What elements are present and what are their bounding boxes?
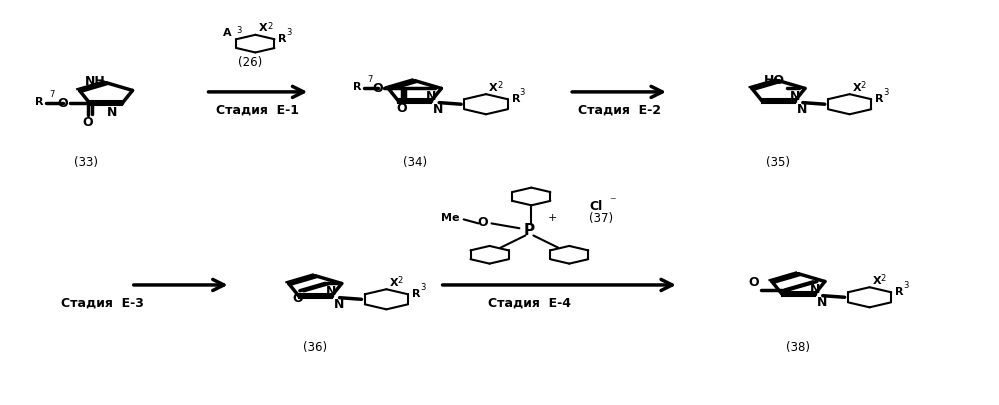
Text: Cl: Cl bbox=[589, 200, 602, 213]
Text: N: N bbox=[327, 286, 337, 298]
Text: Стадия  E-1: Стадия E-1 bbox=[216, 104, 299, 117]
Text: (26): (26) bbox=[239, 56, 263, 70]
Text: 3: 3 bbox=[237, 26, 242, 35]
Text: ⁻: ⁻ bbox=[609, 195, 615, 208]
Text: R: R bbox=[354, 82, 362, 92]
Text: N: N bbox=[426, 90, 437, 103]
Text: O: O bbox=[82, 116, 93, 129]
Text: R: R bbox=[279, 34, 287, 44]
Text: N: N bbox=[817, 296, 827, 309]
Text: X: X bbox=[390, 278, 398, 288]
Text: 2: 2 bbox=[268, 22, 273, 31]
Text: HO: HO bbox=[764, 74, 785, 87]
Text: O: O bbox=[372, 82, 383, 95]
Text: 3: 3 bbox=[883, 88, 888, 97]
Text: 2: 2 bbox=[860, 81, 866, 90]
Text: Стадия  E-3: Стадия E-3 bbox=[61, 297, 144, 310]
Text: A: A bbox=[223, 28, 232, 38]
Text: N: N bbox=[809, 284, 820, 296]
Text: X: X bbox=[259, 23, 267, 33]
Text: X: X bbox=[489, 83, 498, 93]
Text: (34): (34) bbox=[403, 156, 427, 169]
Text: O: O bbox=[293, 292, 304, 305]
Text: 2: 2 bbox=[398, 276, 403, 285]
Text: (38): (38) bbox=[786, 341, 810, 354]
Text: N: N bbox=[334, 298, 344, 311]
Text: R: R bbox=[895, 287, 904, 297]
Text: Me: Me bbox=[442, 213, 460, 223]
Text: 3: 3 bbox=[519, 88, 524, 97]
Text: X: X bbox=[872, 276, 881, 286]
Text: O: O bbox=[477, 216, 488, 229]
Text: Стадия  E-2: Стадия E-2 bbox=[577, 104, 660, 117]
Text: 2: 2 bbox=[880, 274, 886, 283]
Text: N: N bbox=[789, 90, 800, 103]
Text: N: N bbox=[107, 106, 118, 119]
Text: 3: 3 bbox=[903, 281, 908, 290]
Text: 3: 3 bbox=[420, 283, 426, 292]
Text: (36): (36) bbox=[303, 341, 328, 354]
Text: X: X bbox=[852, 83, 861, 93]
Text: 3: 3 bbox=[287, 28, 292, 37]
Text: R: R bbox=[511, 94, 520, 104]
Text: 7: 7 bbox=[368, 75, 373, 84]
Text: R: R bbox=[35, 97, 44, 107]
Text: P: P bbox=[523, 223, 534, 238]
Text: N: N bbox=[434, 103, 444, 116]
Text: (35): (35) bbox=[766, 156, 790, 169]
Text: +: + bbox=[547, 213, 556, 224]
Text: Стадия  E-4: Стадия E-4 bbox=[488, 297, 570, 310]
Text: O: O bbox=[748, 276, 759, 289]
Text: R: R bbox=[875, 94, 884, 104]
Text: 7: 7 bbox=[50, 90, 55, 99]
Text: R: R bbox=[412, 289, 421, 299]
Text: O: O bbox=[397, 102, 407, 115]
Text: N: N bbox=[797, 103, 807, 116]
Text: NH: NH bbox=[85, 75, 105, 88]
Text: (37): (37) bbox=[589, 212, 613, 225]
Text: (33): (33) bbox=[74, 156, 98, 169]
Text: O: O bbox=[57, 96, 68, 109]
Text: 2: 2 bbox=[497, 81, 502, 90]
